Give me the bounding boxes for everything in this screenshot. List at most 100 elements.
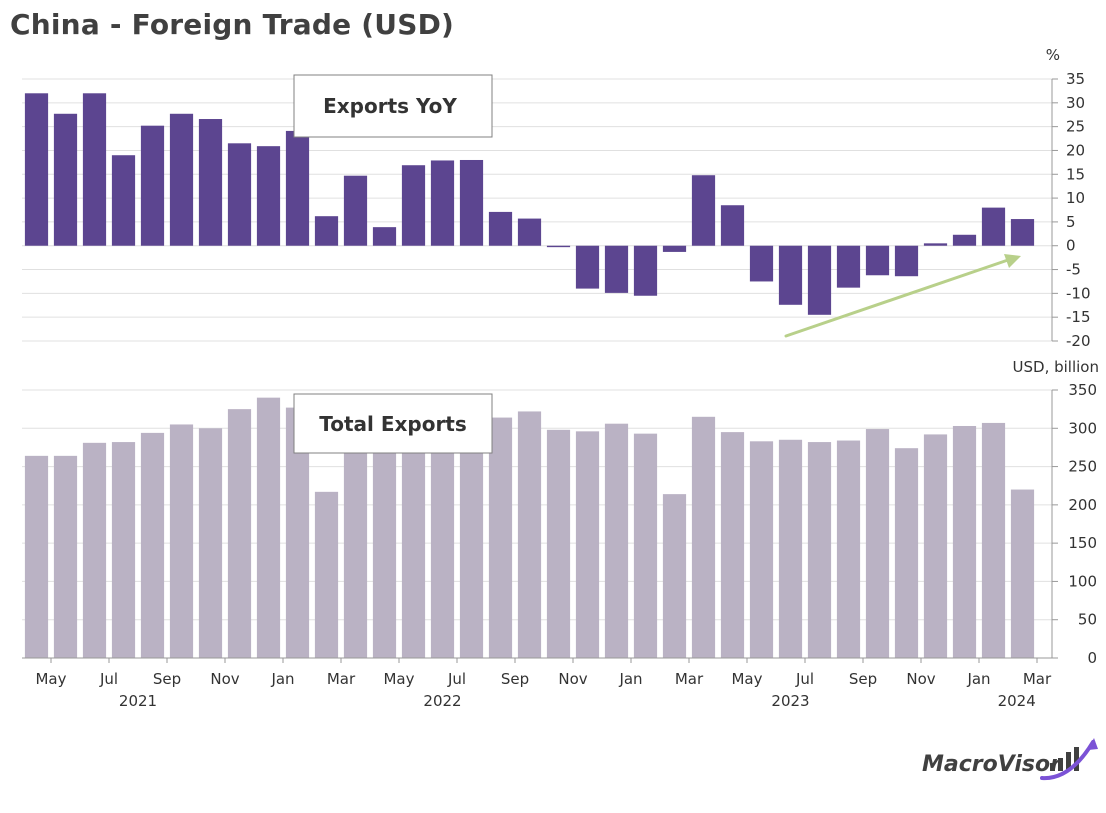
exports-bar (140, 432, 165, 658)
exports-bar (256, 397, 281, 658)
yoy-bar (256, 146, 281, 246)
x-year-label: 2024 (998, 692, 1036, 710)
yoy-title-box: Exports YoY (293, 74, 493, 138)
yoy-bar (720, 205, 745, 246)
exports-y-tick-label: 300 (1068, 419, 1097, 437)
yoy-bar (604, 245, 629, 293)
exports-bar (169, 424, 194, 658)
yoy-bar (865, 245, 890, 276)
exports-bar (488, 417, 513, 658)
exports-panel-title: Total Exports (319, 412, 467, 436)
exports-bar (111, 442, 136, 658)
x-month-label: Jan (270, 670, 294, 688)
exports-y-tick-label: 100 (1068, 572, 1097, 590)
exports-bar (198, 428, 223, 658)
yoy-y-tick-label: 5 (1066, 213, 1076, 231)
logo: MacroVisor (922, 738, 1098, 781)
exports-y-tick-label: 200 (1068, 496, 1097, 514)
logo-text: MacroVisor (922, 752, 1062, 777)
yoy-bar (314, 216, 339, 246)
yoy-y-tick-label: 35 (1066, 70, 1085, 88)
yoy-bar (198, 119, 223, 246)
x-month-label: Mar (327, 670, 356, 688)
exports-bar (604, 423, 629, 658)
exports-bar (633, 433, 658, 658)
yoy-bar (430, 160, 455, 246)
exports-bar (778, 439, 803, 658)
yoy-bar (227, 143, 252, 246)
exports-bar (24, 455, 49, 658)
yoy-bar (517, 218, 542, 246)
exports-bar (575, 431, 600, 658)
exports-bar (430, 404, 455, 658)
x-year-label: 2021 (119, 692, 157, 710)
yoy-bar (691, 175, 716, 246)
exports-bar (314, 491, 339, 658)
exports-bar (923, 434, 948, 658)
yoy-bar (459, 159, 484, 246)
exports-bar (343, 446, 368, 658)
yoy-bar (82, 93, 107, 246)
x-month-label: Nov (558, 670, 587, 688)
yoy-bar (1010, 219, 1035, 246)
exports-y-axis: 350 300 250 200 150 100 50 0 (1051, 381, 1097, 667)
yoy-y-tick-label: 15 (1066, 165, 1085, 183)
yoy-bar (343, 175, 368, 246)
yoy-y-tick-label: 10 (1066, 189, 1085, 207)
x-year-label: 2022 (423, 692, 461, 710)
yoy-bar (53, 113, 78, 246)
rising-bars-logo-icon (1040, 738, 1098, 781)
exports-y-tick-label: 50 (1078, 611, 1097, 629)
exports-bar (662, 494, 687, 658)
yoy-bar (894, 245, 919, 277)
exports-title-box: Total Exports (293, 393, 493, 454)
x-month-label: Sep (501, 670, 529, 688)
exports-unit-label: USD, billion (1013, 358, 1099, 376)
exports-bar (836, 440, 861, 658)
exports-bar (807, 442, 832, 658)
yoy-y-tick-label: -15 (1066, 308, 1091, 326)
exports-bar (720, 432, 745, 658)
yoy-bar (24, 93, 49, 246)
exports-bars (24, 397, 1035, 658)
yoy-y-axis: 35 30 25 20 15 10 5 0 -5 -10 -15 -20 (1051, 70, 1091, 350)
exports-bar (1010, 489, 1035, 658)
exports-bar (749, 441, 774, 658)
exports-bar (894, 448, 919, 658)
yoy-bar (952, 234, 977, 246)
x-month-label: Jan (966, 670, 990, 688)
yoy-bar (372, 227, 397, 246)
exports-y-tick-label: 350 (1068, 381, 1097, 399)
yoy-bar (633, 245, 658, 296)
exports-bar (285, 407, 310, 658)
exports-bar (546, 429, 571, 658)
exports-bar (227, 409, 252, 658)
yoy-bar (836, 245, 861, 288)
x-month-label: Mar (675, 670, 704, 688)
x-month-label: Sep (153, 670, 181, 688)
x-month-label: Nov (210, 670, 239, 688)
yoy-bar (111, 155, 136, 246)
yoy-bar (807, 245, 832, 315)
yoy-unit-label: % (1046, 46, 1060, 64)
yoy-bar (169, 113, 194, 246)
x-month-label: May (731, 670, 762, 688)
exports-bar (981, 422, 1006, 658)
yoy-y-tick-label: 20 (1066, 141, 1085, 159)
yoy-bar (662, 245, 687, 252)
yoy-bar (546, 245, 571, 248)
yoy-y-tick-label: -10 (1066, 284, 1091, 302)
yoy-bar (981, 207, 1006, 246)
exports-bar (952, 425, 977, 658)
x-month-label: Sep (849, 670, 877, 688)
yoy-bar (923, 243, 948, 246)
x-month-label: Mar (1023, 670, 1052, 688)
x-month-label: Jul (795, 670, 814, 688)
yoy-bar (575, 245, 600, 289)
yoy-panel-title: Exports YoY (323, 94, 457, 118)
x-month-label: Jul (99, 670, 118, 688)
yoy-y-tick-label: -5 (1066, 261, 1081, 279)
exports-bar (517, 411, 542, 658)
exports-bar (82, 442, 107, 658)
yoy-y-tick-label: -20 (1066, 332, 1091, 350)
